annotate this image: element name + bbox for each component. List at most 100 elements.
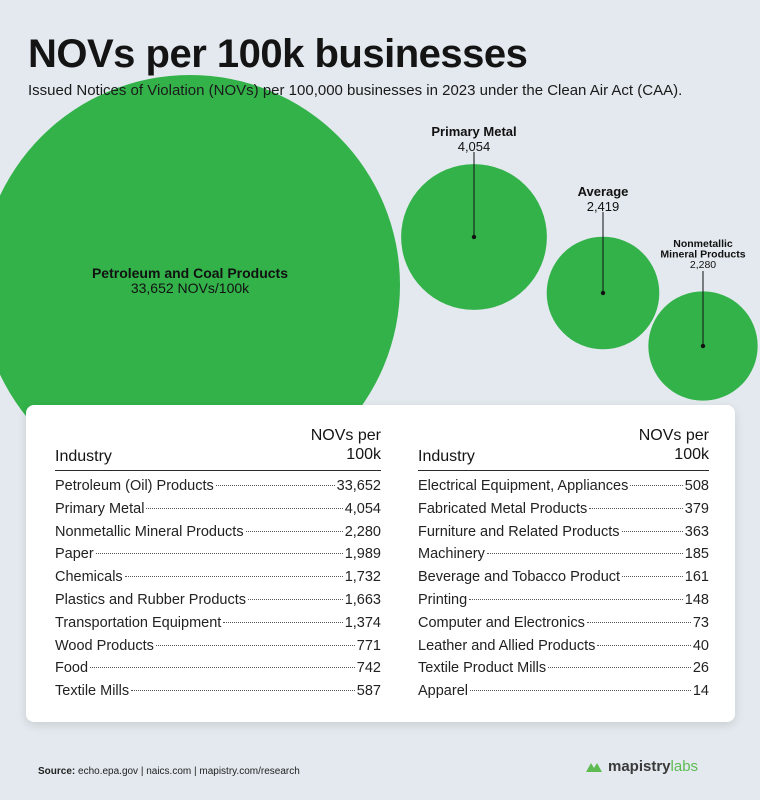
industry-name: Beverage and Tobacco Product <box>418 569 621 586</box>
novs-value: 742 <box>356 660 381 677</box>
bubble-value-label: 2,280 <box>690 259 716 271</box>
table-column-left: Industry NOVs per 100k Petroleum (Oil) P… <box>55 405 381 706</box>
dot-leader <box>146 507 343 509</box>
bubble-label: Average <box>578 184 629 199</box>
table-row: Leather and Allied Products 40 <box>418 638 709 661</box>
dot-leader <box>486 553 683 555</box>
dot-leader <box>90 667 355 669</box>
dot-leader <box>248 598 343 600</box>
center-dot <box>471 234 477 240</box>
novs-value: 33,652 <box>336 478 381 494</box>
table-row: Textile Mills 587 <box>55 683 381 706</box>
industry-name: Leather and Allied Products <box>418 637 596 654</box>
novs-value: 379 <box>684 500 709 517</box>
novs-value: 73 <box>692 614 709 631</box>
dot-leader <box>589 507 683 509</box>
dot-leader <box>469 598 683 600</box>
industry-name: Wood Products <box>55 637 154 654</box>
brand-suffix: labs <box>670 758 699 775</box>
header-novs: NOVs per 100k <box>638 427 709 463</box>
industry-name: Nonmetallic Mineral Products <box>55 523 244 540</box>
industry-name: Plastics and Rubber Products <box>55 591 247 608</box>
industry-name: Printing <box>418 591 468 608</box>
bubble-circle <box>0 75 400 495</box>
source-note: Source: echo.epa.gov | naics.com | mapis… <box>38 766 300 777</box>
dot-leader <box>245 530 343 532</box>
dot-leader <box>548 667 691 669</box>
table-row: Wood Products 771 <box>55 638 381 661</box>
novs-value: 40 <box>692 637 709 654</box>
novs-value: 4,054 <box>344 500 381 517</box>
novs-value: 363 <box>684 523 709 540</box>
novs-value: 2,280 <box>344 523 381 540</box>
industry-name: Furniture and Related Products <box>418 523 620 540</box>
center-dot <box>700 343 706 349</box>
dot-leader <box>223 621 343 623</box>
table-row: Apparel 14 <box>418 683 709 706</box>
bubble-value-label: 4,054 <box>458 139 491 154</box>
table-row: Food 742 <box>55 660 381 683</box>
novs-value: 185 <box>684 546 709 563</box>
dot-leader <box>630 485 683 486</box>
industry-name: Transportation Equipment <box>55 614 222 631</box>
novs-value: 1,374 <box>344 614 381 631</box>
bubble-value-label: 33,652 NOVs/100k <box>131 280 250 296</box>
industry-name: Computer and Electronics <box>418 614 585 631</box>
dot-leader <box>622 576 683 578</box>
dot-leader <box>155 644 355 646</box>
table-row: Primary Metal 4,054 <box>55 501 381 524</box>
dot-leader <box>621 530 683 532</box>
table-row: Transportation Equipment 1,374 <box>55 615 381 638</box>
dot-leader <box>586 621 691 623</box>
novs-value: 148 <box>684 591 709 608</box>
industry-name: Apparel <box>418 683 468 700</box>
table-row: Computer and Electronics 73 <box>418 615 709 638</box>
table-row: Furniture and Related Products 363 <box>418 524 709 547</box>
industry-name: Petroleum (Oil) Products <box>55 478 214 494</box>
brand-logo: mapistrylabs <box>585 758 698 775</box>
industry-name: Textile Mills <box>55 683 130 700</box>
table-row: Machinery 185 <box>418 546 709 569</box>
novs-value: 771 <box>356 637 381 654</box>
center-dot <box>600 290 606 296</box>
header-novs: NOVs per 100k <box>310 427 381 463</box>
dot-leader <box>469 690 691 692</box>
table-row: Paper 1,989 <box>55 546 381 569</box>
table-header-left: Industry NOVs per 100k <box>55 405 381 471</box>
table-header-right: Industry NOVs per 100k <box>418 405 709 471</box>
bubble-label: Nonmetallic <box>673 238 733 250</box>
header-industry: Industry <box>418 448 475 465</box>
industry-name: Electrical Equipment, Appliances <box>418 478 629 494</box>
industry-name: Paper <box>55 546 94 563</box>
novs-value: 1,989 <box>344 546 381 563</box>
bubble-label: Mineral Products <box>660 249 745 261</box>
novs-value: 587 <box>356 683 381 700</box>
dot-leader <box>131 690 355 692</box>
industry-name: Machinery <box>418 546 485 563</box>
bubble-label: Primary Metal <box>431 124 516 139</box>
novs-value: 161 <box>684 569 709 586</box>
dot-leader <box>95 553 343 555</box>
source-text: echo.epa.gov | naics.com | mapistry.com/… <box>75 766 300 777</box>
page-title: NOVs per 100k businesses <box>28 32 528 76</box>
mapistry-logo-icon <box>586 762 602 772</box>
novs-value: 508 <box>684 478 709 494</box>
industry-name: Chemicals <box>55 569 123 586</box>
header-industry: Industry <box>55 448 112 465</box>
bubble-label: Petroleum and Coal Products <box>92 265 288 281</box>
industry-name: Textile Product Mills <box>418 660 547 677</box>
table-row: Petroleum (Oil) Products 33,652 <box>55 478 381 501</box>
bubble-value-label: 2,419 <box>587 199 620 214</box>
table-row: Textile Product Mills 26 <box>418 660 709 683</box>
dot-leader <box>215 485 335 486</box>
table-rows-left: Petroleum (Oil) Products 33,652 Primary Me… <box>55 478 381 706</box>
industry-name: Fabricated Metal Products <box>418 500 588 517</box>
table-row: Nonmetallic Mineral Products 2,280 <box>55 524 381 547</box>
table-column-right: Industry NOVs per 100k Electrical Equipm… <box>418 405 709 706</box>
industry-name: Primary Metal <box>55 500 145 517</box>
